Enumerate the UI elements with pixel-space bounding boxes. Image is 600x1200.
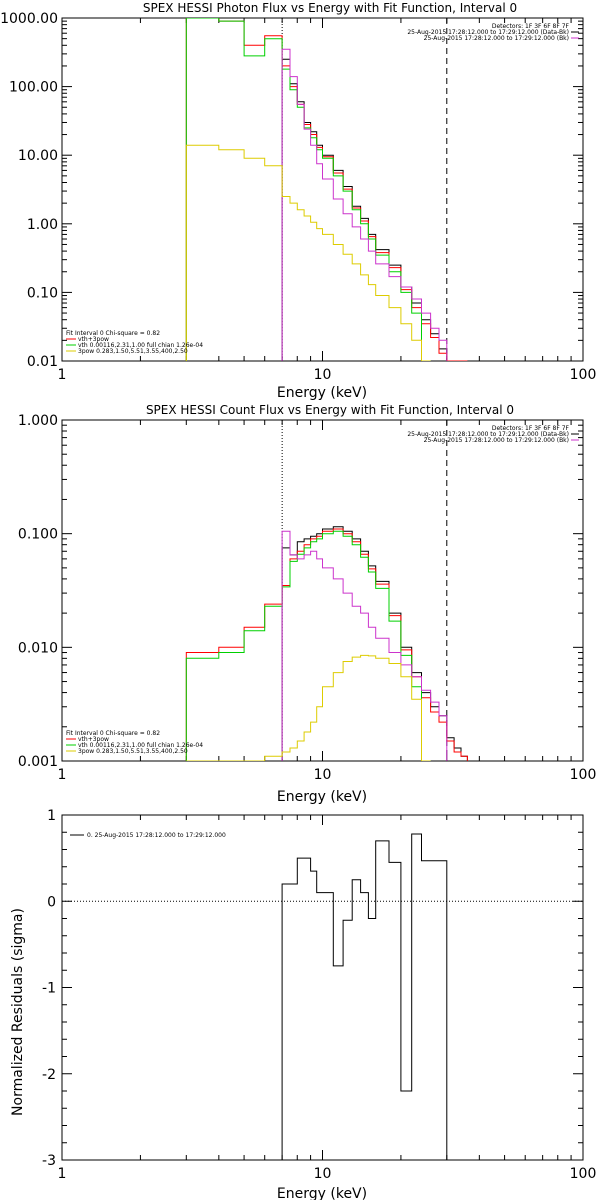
photon-flux-series-3 bbox=[281, 48, 448, 361]
count-flux-legend-bottom-left-item: vth 0.00116,2.31,1.00 full chian 1.26e-0… bbox=[78, 742, 203, 749]
count-flux-legend-bottom-left-item: 3pow 0.283,1.50,5.51,3.55,400,2.50 bbox=[78, 748, 188, 755]
count-flux-y-tick-label: 0.100 bbox=[18, 527, 58, 543]
count-flux-x-tick-label: 1 bbox=[58, 767, 67, 783]
residuals-y-tick-label: 0 bbox=[47, 894, 56, 910]
photon-flux-panel: SPEX HESSI Photon Flux vs Energy with Fi… bbox=[0, 1, 596, 401]
count-flux-x-tick-label: 100 bbox=[570, 767, 597, 783]
count-flux-y-tick-label: 0.001 bbox=[18, 754, 58, 770]
count-flux-y-tick-label: 1.000 bbox=[18, 413, 58, 429]
count-flux-title: SPEX HESSI Count Flux vs Energy with Fit… bbox=[146, 403, 514, 417]
residuals-y-tick-label: -3 bbox=[42, 1153, 56, 1169]
residuals-y-tick-label: -2 bbox=[42, 1067, 56, 1083]
photon-flux-x-label: Energy (keV) bbox=[277, 385, 367, 401]
count-flux-axes-frame bbox=[61, 419, 584, 762]
photon-flux-legend-bottom-left-item: vth+3pow bbox=[78, 336, 109, 343]
photon-flux-y-tick-label: 1000.00 bbox=[0, 11, 58, 27]
count-flux-legend-top-right-item: 25-Aug-2015 17:28:12.000 to 17:29:12.000… bbox=[424, 437, 569, 444]
residuals-y-tick-label: -1 bbox=[42, 981, 56, 997]
photon-flux-axes-frame bbox=[61, 17, 584, 362]
photon-flux-y-tick-label: 1.00 bbox=[27, 217, 58, 233]
photon-flux-legend-top-right-item: 25-Aug-2015 17:28:12.000 to 17:29:12.000… bbox=[424, 35, 569, 42]
photon-flux-legend-bottom-left-item: Fit Interval 0 Chi-square = 0.82 bbox=[66, 330, 160, 337]
residuals-plot-area: 1 10 100 -3 -2 -1 0 1 0. 25-Aug-2015 17:28:12.00… bbox=[42, 808, 596, 1182]
residuals-x-tick-label: 10 bbox=[314, 1166, 332, 1182]
count-flux-series-1 bbox=[185, 528, 468, 761]
photon-flux-plot-area: 1 10 100 0.01 0.10 1.00 10.00 100.00 1000.00 Dete… bbox=[0, 11, 596, 383]
photon-flux-x-tick-label: 1 bbox=[58, 367, 67, 383]
count-flux-series-3 bbox=[281, 530, 448, 761]
count-flux-panel: SPEX HESSI Count Flux vs Energy with Fit… bbox=[18, 403, 596, 805]
residuals-legend-top-left-item: 0. 25-Aug-2015 17:28:12.000 to 17:29:12.… bbox=[87, 832, 226, 839]
photon-flux-series-2 bbox=[185, 18, 431, 361]
residuals-series-group bbox=[281, 833, 448, 1160]
count-flux-legend-bottom-left-item: Fit Interval 0 Chi-square = 0.82 bbox=[66, 730, 160, 737]
residuals-y-tick-label: 1 bbox=[47, 808, 56, 824]
residuals-panel: 1 10 100 -3 -2 -1 0 1 0. 25-Aug-2015 17:28:12.00… bbox=[10, 808, 596, 1200]
photon-flux-series-4 bbox=[185, 144, 431, 361]
photon-flux-series-1 bbox=[185, 18, 468, 361]
photon-flux-x-tick-label: 10 bbox=[314, 367, 332, 383]
photon-flux-x-tick-label: 100 bbox=[570, 367, 597, 383]
photon-flux-y-tick-label: 10.00 bbox=[18, 148, 58, 164]
count-flux-y-tick-label: 0.010 bbox=[18, 640, 58, 656]
photon-flux-y-tick-label: 0.01 bbox=[27, 354, 58, 370]
count-flux-x-tick-label: 10 bbox=[314, 767, 332, 783]
photon-flux-legend-top-right-item: 25-Aug-2015 17:28:12.000 to 17:29:12.000… bbox=[407, 29, 569, 36]
photon-flux-legend-bottom-left-item: 3pow 0.283,1.50,5.51,3.55,400,2.50 bbox=[78, 348, 188, 355]
count-flux-series-2 bbox=[185, 530, 431, 761]
count-flux-series-group bbox=[185, 526, 474, 761]
photon-flux-title: SPEX HESSI Photon Flux vs Energy with Fi… bbox=[143, 1, 517, 15]
residuals-axes-frame bbox=[61, 814, 584, 1161]
count-flux-series-4 bbox=[186, 654, 431, 761]
residuals-x-tick-label: 1 bbox=[58, 1166, 67, 1182]
count-flux-x-label: Energy (keV) bbox=[277, 789, 367, 805]
photon-flux-legend-bottom-left-item: vth 0.00116,2.31,1.00 full chian 1.26e-0… bbox=[78, 342, 203, 349]
count-flux-legend-top-right-item: 25-Aug-2015 17:28:12.000 to 17:29:12.000… bbox=[407, 431, 569, 438]
residuals-series-0 bbox=[281, 833, 448, 1160]
photon-flux-legend-top-right-item: Detectors: 1F 3F 6F 8F 7F bbox=[492, 23, 570, 30]
photon-flux-y-tick-label: 0.10 bbox=[27, 285, 58, 301]
count-flux-legend-top-right-item: Detectors: 1F 3F 6F 8F 7F bbox=[492, 425, 570, 432]
photon-flux-y-tick-label: 100.00 bbox=[9, 80, 58, 96]
photon-flux-series-0 bbox=[281, 58, 474, 361]
residuals-x-tick-label: 100 bbox=[570, 1166, 597, 1182]
count-flux-plot-area: 1 10 100 0.001 0.010 0.100 1.000 Detectors: 1F … bbox=[18, 413, 596, 783]
count-flux-legend-bottom-left-item: vth+3pow bbox=[78, 736, 109, 743]
photon-flux-series-group bbox=[185, 18, 474, 361]
residuals-y-label: Normalized Residuals (sigma) bbox=[10, 908, 26, 1116]
residuals-x-label: Energy (keV) bbox=[277, 1186, 367, 1200]
